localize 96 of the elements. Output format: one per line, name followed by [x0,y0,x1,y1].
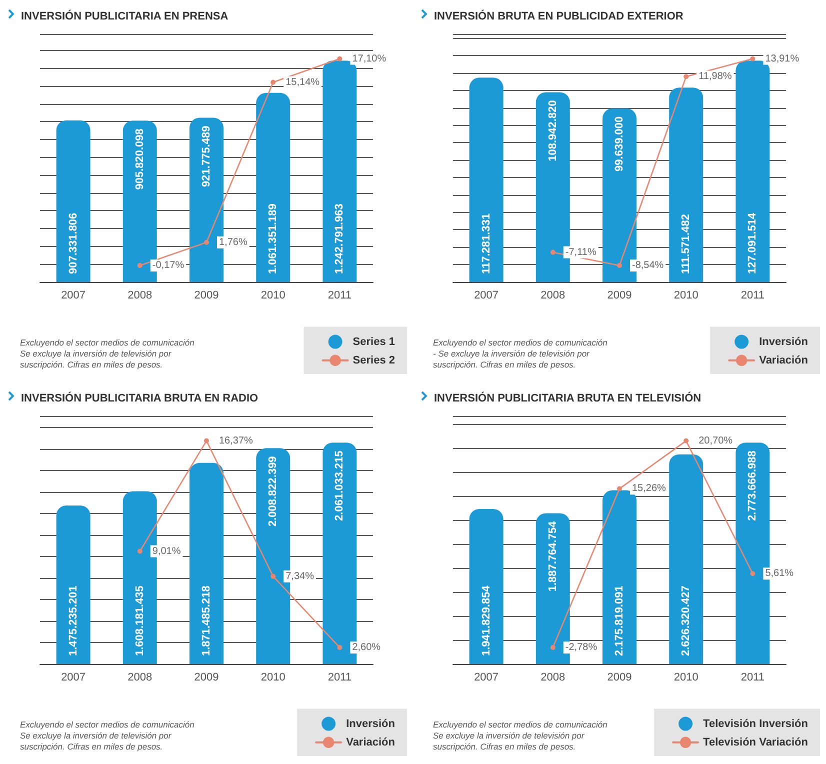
x-tick-label: 2009 [194,290,219,302]
data-label: 108.942.820 [546,100,559,162]
data-label: 921.775.489 [200,126,212,187]
legend-label: Variación [346,736,396,748]
point [204,240,209,245]
point [617,262,622,268]
data-label: -0,17% [152,260,184,271]
text: Excluyendo el sector medios de comunicación - Se excluye la inversión de televisión por suscripción. Cifras en miles de pesos. [433,338,608,370]
x-tick-label: 2009 [607,672,632,684]
legend-label: Televisión Inversión [703,718,808,730]
data-label: 2.773.666.988 [746,450,759,521]
data-label: 2.008.822.399 [267,456,280,527]
x-tick-label: 2007 [474,672,499,684]
x-tick-label: 2010 [260,290,286,302]
bar [56,120,90,282]
bar [669,88,704,282]
x-tick-label: 2011 [328,672,352,684]
data-label: 7,34% [286,570,314,582]
x-tick-label: 2010 [260,672,286,684]
data-label: 1.475.235.201 [67,586,80,656]
data-label: 16,37% [219,435,254,446]
x-tick-label: 2008 [128,290,152,302]
data-label: 2.061.033.215 [334,450,346,521]
data-label: 905.820.098 [134,128,146,190]
point [617,486,622,492]
point [270,574,276,579]
chart-title: INVERSIÓN PUBLICITARIA BRUTA EN TELEVISIÓN [434,392,702,404]
data-label: 20,70% [698,435,733,446]
data-label: 1.941.829.854 [480,584,492,656]
data-label: 11,98% [698,71,732,82]
x-tick-label: 2007 [61,672,86,684]
x-tick-label: 2008 [128,672,152,684]
data-label: 15,14% [286,76,320,88]
data-label: 13,91% [765,53,800,64]
point [137,262,142,268]
x-tick-label: 2010 [674,672,698,684]
legend-label: Series 2 [352,354,395,366]
bar [469,508,504,664]
data-label: -8,54% [632,260,664,271]
legend-label: Inversión [759,336,808,348]
bar [669,454,704,664]
data-label: 15,26% [632,483,666,494]
point [137,548,142,554]
bar [256,92,290,282]
x-tick-label: 2008 [540,672,566,684]
chart-title: INVERSIÓN PUBLICITARIA EN PRENSA [21,10,228,22]
point [550,644,556,650]
data-label: 17,10% [352,53,386,64]
data-label: 1,76% [219,236,248,248]
data-label: 99.639.000 [614,116,626,172]
x-tick-label: 2011 [740,290,765,302]
x-tick-label: 2011 [740,672,765,684]
point [270,80,276,85]
point [337,56,342,62]
data-label: 5,61% [765,568,794,580]
data-label: 2.175.819.091 [614,586,626,656]
x-tick-label: 2007 [474,290,499,302]
point [684,74,689,80]
legend-label: Variación [759,354,808,366]
x-tick-label: 2009 [194,672,219,684]
data-label: 1.061.351.189 [267,204,280,274]
data-label: 1.608.181.435 [134,586,146,656]
data-label: 9,01% [152,546,181,557]
data-label: -7,11% [565,246,596,258]
point [750,56,756,62]
chart-title: INVERSIÓN PUBLICITARIA BRUTA EN RADIO [21,392,259,404]
data-label: 2.626.320.427 [680,586,692,656]
x-tick-label: 2008 [540,290,566,302]
data-label: 1.242.791.963 [334,204,346,274]
point [204,438,209,444]
data-label: 2,60% [352,642,381,653]
text: Excluyendo el sector medios de comunicación Se excluye la inversión de televisión por suscripción. Cifras en miles de pesos. [20,720,195,752]
text: Excluyendo el sector medios de comunicación Se excluye la inversión de televisión por suscripción. Cifras en miles de pesos. [433,720,608,752]
data-label: 907.331.806 [67,212,80,274]
point [750,571,756,576]
data-label: 111.571.482 [680,214,692,274]
x-tick-label: 2011 [328,290,352,302]
data-label: 1.871.485.218 [200,586,212,656]
bar [469,78,504,282]
legend-label: Televisión Variación [703,736,808,748]
legend-label: Inversión [346,718,396,730]
legend-label: Series 1 [352,336,395,348]
data-label: 117.281.331 [480,213,492,274]
point [337,644,342,650]
text: Excluyendo el sector medios de comunicación Se excluye la inversión de televisión por suscripción. Cifras en miles de pesos. [20,338,195,370]
bar [190,462,224,664]
chart-title: INVERSIÓN BRUTA EN PUBLICIDAD EXTERIOR [434,10,684,22]
point [684,438,689,444]
data-label: 1.887.764.754 [546,520,559,592]
bar [56,506,90,664]
x-tick-label: 2007 [61,290,86,302]
point [550,250,556,255]
x-tick-label: 2010 [674,290,698,302]
data-label: -2,78% [565,642,598,653]
data-label: 127.091.514 [746,212,759,274]
x-tick-label: 2009 [607,290,632,302]
